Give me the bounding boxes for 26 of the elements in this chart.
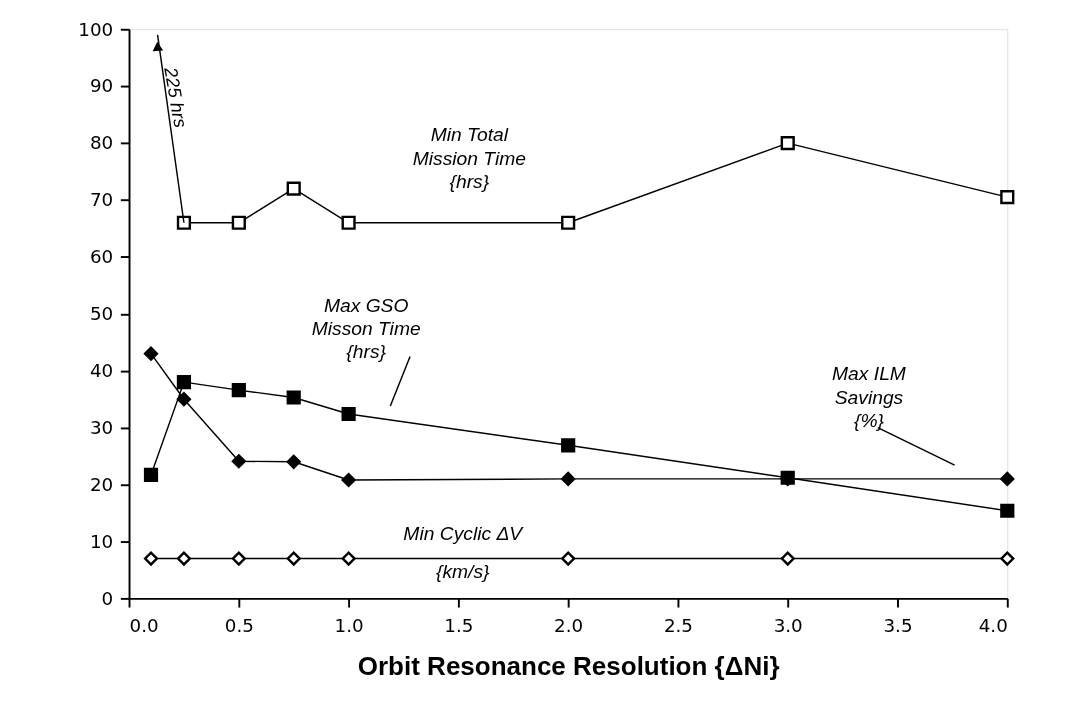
series-label: Max GSO Misson Time {hrs} (311, 295, 421, 363)
x-tick-label: 3.0 (773, 614, 803, 636)
y-tick-label: 40 (89, 360, 114, 381)
y-tick-label: 30 (89, 416, 114, 438)
series-label: Min Cyclic ΔV {km/s} (403, 522, 525, 583)
x-axis-title: Orbit Resonance Resolution {ΔNi} (357, 650, 780, 681)
x-tick-label: 4.0 (978, 614, 1008, 636)
x-tick-label: 0.5 (224, 614, 254, 636)
annotation: 225 hrs (160, 64, 192, 130)
y-tick-label: 90 (89, 75, 114, 97)
y-tick-label: 0 (101, 587, 114, 609)
x-tick-label: 2.0 (554, 614, 584, 636)
y-tick-label: 20 (89, 473, 114, 495)
x-tick-label: 1.5 (444, 614, 474, 636)
x-tick-label: 2.5 (663, 614, 693, 636)
y-tick-label: 60 (89, 246, 114, 268)
y-tick-label: 80 (89, 132, 114, 154)
text: Max ILM Savings {%} (832, 363, 907, 431)
x-tick-label: 0.0 (129, 614, 159, 636)
series-label: Min Total Mission Time {hrs} (412, 124, 526, 192)
x-tick-label: 1.0 (334, 614, 364, 636)
y-tick-label: 70 (89, 189, 114, 211)
y-tick-label: 100 (78, 18, 114, 40)
y-tick-label: 50 (89, 303, 114, 325)
y-tick-label: 10 (89, 530, 114, 552)
x-tick-label: 3.5 (883, 614, 913, 636)
